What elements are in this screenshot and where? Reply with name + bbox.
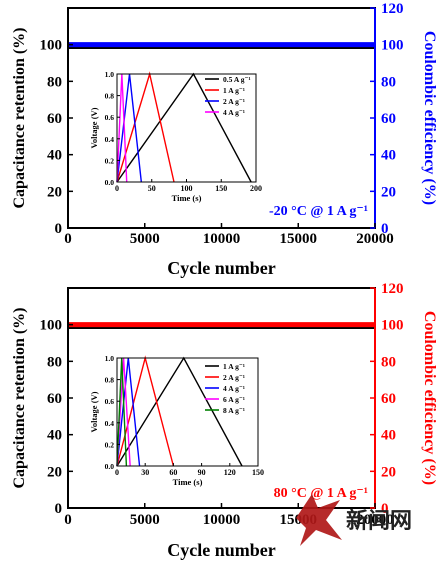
y2-tick-label: 120	[381, 281, 404, 297]
inset-legend-label: 2 A g⁻¹	[223, 97, 245, 106]
inset-y-tick-label: 0.2	[105, 156, 115, 165]
inset-x-tick-label: 150	[215, 184, 227, 193]
inset-legend-label: 1 A g⁻¹	[223, 86, 245, 95]
inset-x-tick-label: 120	[224, 468, 236, 477]
inset-y-tick-label: 0.0	[105, 178, 115, 187]
inset-y-tick-label: 0.6	[105, 397, 115, 406]
y2-tick-label: 80	[381, 74, 396, 90]
inset-frame	[116, 357, 259, 467]
inset-x-tick-label: 0	[115, 184, 119, 193]
y-axis-label: Capacitance retention (%)	[11, 28, 28, 209]
y-tick-label: 100	[40, 318, 63, 334]
inset-x-tick-label: 100	[181, 184, 193, 193]
inset-x-tick-label: 60	[169, 468, 177, 477]
inset-x-axis-label: Time (s)	[173, 477, 203, 487]
x-tick-label: 5000	[130, 512, 160, 528]
inset-x-tick-label: 200	[250, 184, 262, 193]
x-tick-label: 20000	[356, 512, 394, 528]
y2-tick-label: 20	[381, 184, 396, 200]
inset-legend-label: 2 A g⁻¹	[223, 373, 245, 382]
inset-chart: 0.5 A g⁻¹ 1 A g⁻¹ 2 A g⁻¹ 4 A g⁻¹ 0 50 100 150 2…	[89, 70, 262, 203]
chart-panel-1: 0 5000 10000 15000 2000002040608010002040608…	[11, 1, 437, 278]
inset-legend-label: 1 A g⁻¹	[223, 362, 245, 371]
watermark-logo-mark	[296, 494, 342, 546]
y-tick-label: 100	[40, 38, 63, 54]
y2-tick-label: 20	[381, 464, 396, 480]
inset-y-tick-label: 0.8	[105, 92, 115, 101]
y2-tick-label: 80	[381, 354, 396, 370]
y-tick-label: 80	[47, 74, 62, 90]
inset-y-tick-label: 0.0	[105, 462, 115, 471]
inset-y-tick-label: 1.0	[105, 354, 115, 363]
inset-x-tick-label: 30	[141, 468, 149, 477]
y-tick-label: 20	[47, 184, 62, 200]
x-tick-label: 20000	[356, 231, 394, 247]
y2-axis-label: Coulombic efficiency (%)	[421, 311, 437, 485]
x-tick-label: 5000	[130, 231, 160, 247]
y2-tick-label: 100	[381, 38, 404, 54]
y-tick-label: 60	[47, 111, 62, 127]
inset-legend-label: 4 A g⁻¹	[223, 108, 245, 117]
inset-y-tick-label: 0.6	[105, 113, 115, 122]
y-tick-label: 80	[47, 354, 62, 370]
x-tick-label: 0	[64, 512, 72, 528]
y2-tick-label: 120	[381, 1, 404, 17]
y2-tick-label: 100	[381, 318, 404, 334]
x-tick-label: 10000	[203, 512, 241, 528]
y-tick-label: 60	[47, 391, 62, 407]
y-tick-label: 20	[47, 464, 62, 480]
y-tick-label: 40	[47, 428, 62, 444]
inset-y-tick-label: 0.4	[105, 135, 115, 144]
y2-tick-label: 40	[381, 428, 396, 444]
condition-annotation: -20 °C @ 1 A g⁻¹	[269, 204, 368, 219]
condition-annotation: 80 °C @ 1 A g⁻¹	[274, 486, 368, 501]
x-axis-label: Cycle number	[167, 540, 275, 560]
inset-legend-label: 8 A g⁻¹	[223, 406, 245, 415]
inset-x-axis-label: Time (s)	[172, 193, 202, 203]
watermark: 新闻网	[296, 494, 412, 546]
inset-x-tick-label: 150	[252, 468, 264, 477]
inset-y-axis-label: Voltage (V)	[89, 391, 99, 432]
y-tick-label: 0	[55, 501, 63, 517]
inset-legend-label: 0.5 A g⁻¹	[223, 75, 251, 84]
inset-x-tick-label: 0	[115, 468, 119, 477]
y-tick-label: 40	[47, 148, 62, 164]
y2-axis-label: Coulombic efficiency (%)	[421, 31, 437, 205]
inset-y-tick-label: 0.4	[105, 419, 115, 428]
inset-legend-label: 6 A g⁻¹	[223, 395, 245, 404]
y2-tick-label: 60	[381, 391, 396, 407]
inset-background	[117, 74, 256, 182]
inset-y-tick-label: 1.0	[105, 70, 115, 79]
inset-x-tick-label: 50	[148, 184, 156, 193]
inset-x-tick-label: 90	[198, 468, 206, 477]
watermark-text: 新闻网	[346, 508, 412, 534]
inset-y-axis-label: Voltage (V)	[89, 107, 99, 148]
x-tick-label: 10000	[203, 231, 241, 247]
y-tick-label: 0	[55, 221, 63, 237]
inset-legend-label: 4 A g⁻¹	[223, 384, 245, 393]
x-axis-label: Cycle number	[167, 258, 275, 278]
x-tick-label: 0	[64, 231, 72, 247]
y2-tick-label: 40	[381, 148, 396, 164]
inset-y-tick-label: 0.8	[105, 376, 115, 385]
inset-chart: 1 A g⁻¹ 2 A g⁻¹ 4 A g⁻¹ 6 A g⁻¹ 8 A g⁻¹ 0 30 60…	[89, 354, 264, 487]
y2-tick-label: 60	[381, 111, 396, 127]
y2-tick-label: 0	[381, 501, 389, 517]
inset-y-tick-label: 0.2	[105, 440, 115, 449]
x-tick-label: 15000	[280, 231, 318, 247]
y-axis-label: Capacitance retention (%)	[11, 308, 28, 489]
y2-tick-label: 0	[381, 221, 389, 237]
